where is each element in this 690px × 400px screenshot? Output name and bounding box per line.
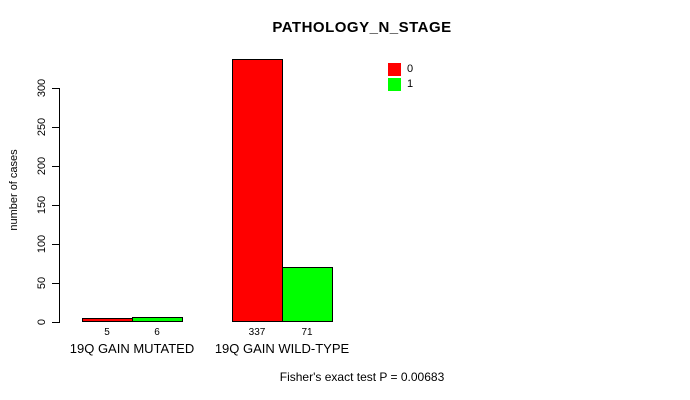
- category-label: 19Q GAIN WILD-TYPE: [214, 341, 350, 356]
- legend-item-1: 1: [388, 77, 413, 92]
- y-tick-label: 250: [36, 117, 48, 137]
- y-tick: [52, 205, 59, 206]
- legend-swatch-0: [388, 63, 401, 76]
- bar-0-group2: [232, 59, 283, 322]
- category-label: 19Q GAIN MUTATED: [69, 341, 195, 356]
- legend-item-0: 0: [388, 62, 413, 77]
- y-tick-label: 0: [36, 318, 48, 326]
- y-tick-label: 100: [36, 234, 48, 254]
- legend-label: 0: [407, 63, 414, 75]
- bar-value-label: 5: [104, 327, 110, 338]
- y-axis-line: [59, 88, 60, 323]
- y-tick-label: 200: [36, 156, 48, 176]
- legend-swatch-1: [388, 78, 401, 91]
- y-tick: [52, 322, 59, 323]
- bar-0-group1: [82, 318, 133, 322]
- y-axis-label: number of cases: [8, 149, 20, 231]
- bar-1-group2: [282, 267, 333, 322]
- y-tick: [52, 283, 59, 284]
- y-tick: [52, 88, 59, 89]
- y-tick-label: 150: [36, 195, 48, 215]
- y-tick: [52, 127, 59, 128]
- y-tick: [52, 244, 59, 245]
- y-tick: [52, 166, 59, 167]
- bar-1-group1: [132, 317, 183, 322]
- legend-label: 1: [407, 78, 414, 90]
- chart-title: PATHOLOGY_N_STAGE: [272, 19, 452, 36]
- bar-value-label: 337: [248, 327, 266, 338]
- fisher-note: Fisher's exact test P = 0.00683: [279, 370, 445, 384]
- bar-value-label: 6: [154, 327, 160, 338]
- y-tick-label: 50: [36, 276, 48, 290]
- y-tick-label: 300: [36, 78, 48, 98]
- bar-value-label: 71: [301, 327, 313, 338]
